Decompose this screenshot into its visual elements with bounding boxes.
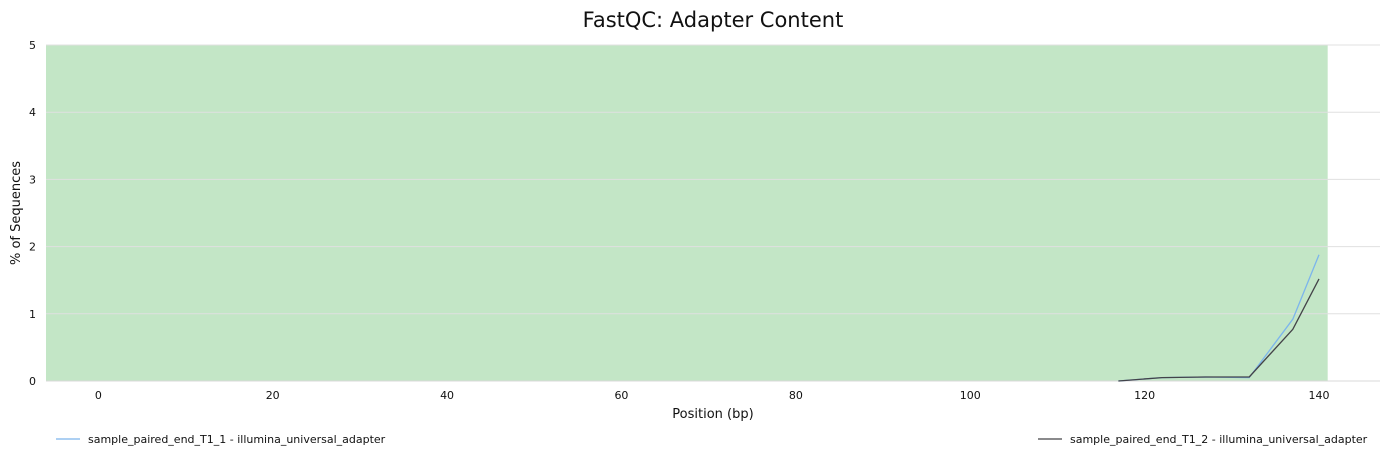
x-tick-label: 0 bbox=[95, 389, 102, 402]
x-tick-label: 100 bbox=[960, 389, 981, 402]
x-axis-label: Position (bp) bbox=[672, 407, 753, 422]
x-tick-labels: 0 20 40 60 80 100 120 140 bbox=[95, 389, 1330, 402]
y-tick-label: 0 bbox=[29, 375, 36, 388]
x-tick-label: 60 bbox=[614, 389, 628, 402]
y-axis-label: % of Sequences bbox=[9, 161, 24, 265]
y-tick-label: 3 bbox=[29, 173, 36, 186]
legend-item-2[interactable]: sample_paired_end_T1_2 - illumina_univer… bbox=[1038, 433, 1368, 446]
x-tick-label: 20 bbox=[266, 389, 280, 402]
x-tick-label: 40 bbox=[440, 389, 454, 402]
y-tick-label: 2 bbox=[29, 241, 36, 254]
x-tick-label: 80 bbox=[789, 389, 803, 402]
gridlines bbox=[46, 44, 1380, 315]
chart-title: FastQC: Adapter Content bbox=[583, 8, 844, 32]
x-tick-label: 140 bbox=[1308, 389, 1329, 402]
green-pass-band bbox=[46, 45, 1328, 381]
x-tick-label: 120 bbox=[1134, 389, 1155, 402]
y-tick-label: 5 bbox=[29, 39, 36, 52]
legend[interactable]: sample_paired_end_T1_1 - illumina_univer… bbox=[56, 433, 1368, 446]
legend-label: sample_paired_end_T1_1 - illumina_univer… bbox=[88, 433, 386, 446]
series-line-2 bbox=[1118, 278, 1320, 382]
series-lines bbox=[1118, 254, 1320, 382]
legend-item-1[interactable]: sample_paired_end_T1_1 - illumina_univer… bbox=[56, 433, 386, 446]
legend-label: sample_paired_end_T1_2 - illumina_univer… bbox=[1070, 433, 1368, 446]
y-tick-label: 4 bbox=[29, 106, 36, 119]
y-tick-label: 1 bbox=[29, 308, 36, 321]
y-tick-labels: 0 1 2 3 4 5 bbox=[29, 39, 36, 388]
